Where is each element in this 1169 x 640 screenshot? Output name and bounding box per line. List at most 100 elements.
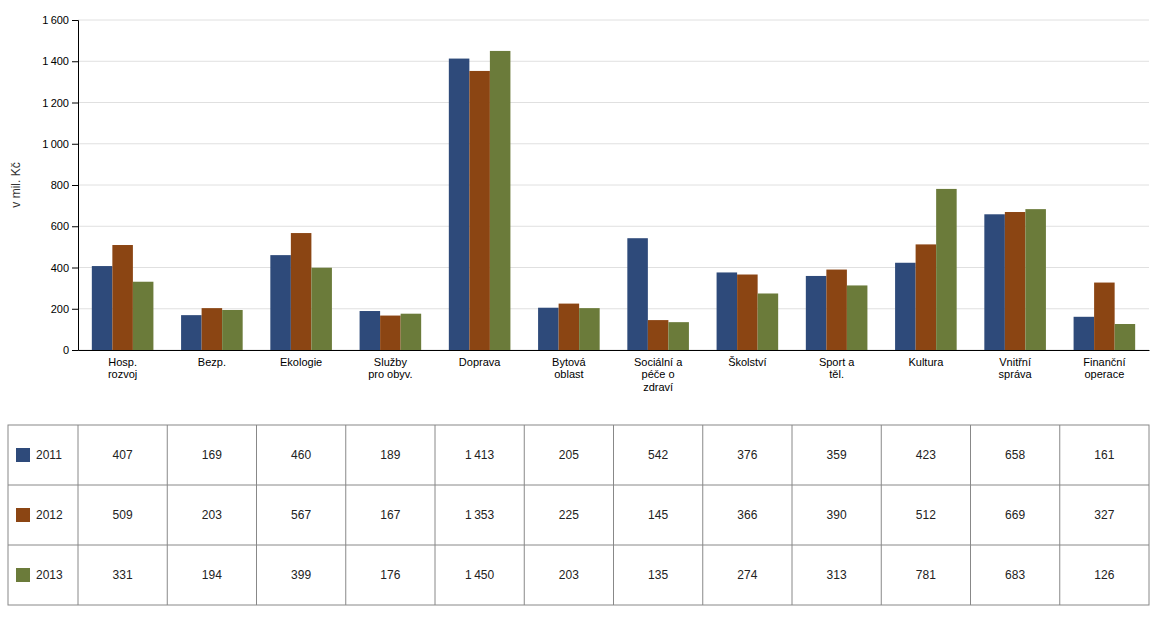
bar <box>270 255 291 350</box>
table-border <box>8 545 1149 546</box>
grid-line <box>78 20 1149 21</box>
bar <box>222 310 243 350</box>
bar <box>1005 212 1026 350</box>
table-border <box>524 425 525 605</box>
grid-line <box>78 185 1149 186</box>
bar <box>449 59 470 350</box>
bar <box>984 214 1005 350</box>
data-label: 542 <box>648 448 668 462</box>
tick: Hosp.rozvoj <box>108 356 137 381</box>
data-label: 1 413 <box>465 448 494 462</box>
bar <box>469 71 490 350</box>
tick: Školství <box>728 356 767 368</box>
tick: Doprava <box>459 356 501 368</box>
chart: 02004006008001 0001 2001 4001 600v mil. … <box>0 0 1169 640</box>
data-label: 781 <box>916 568 936 582</box>
table-border <box>970 425 971 605</box>
bar <box>936 189 957 350</box>
table-border <box>345 425 346 605</box>
bar <box>826 270 847 350</box>
bar <box>311 268 332 350</box>
tick-label: Ekologie <box>280 356 322 368</box>
tick: Bytováoblast <box>552 356 587 381</box>
tick: 0 <box>63 344 78 356</box>
legend-swatch <box>16 508 30 522</box>
tick: 1 200 <box>42 97 78 109</box>
data-label: 1 353 <box>465 508 494 522</box>
data-label: 567 <box>291 508 311 522</box>
grid-line <box>78 143 1149 144</box>
bar <box>668 322 689 350</box>
data-label: 366 <box>737 508 757 522</box>
bar <box>291 233 312 350</box>
bar-series <box>133 51 1135 350</box>
data-label: 509 <box>113 508 133 522</box>
table-border <box>435 425 436 605</box>
table-border <box>167 425 168 605</box>
bar <box>717 272 738 350</box>
tick-mark <box>72 309 78 310</box>
tick-label: 600 <box>51 220 69 232</box>
tick-label: Vnitřníspráva <box>999 356 1033 381</box>
tick: 1 400 <box>42 55 78 67</box>
tick: Bezp. <box>198 356 226 368</box>
data-label: 135 <box>648 568 668 582</box>
tick-label: Službypro obyv. <box>368 356 412 381</box>
table-border <box>256 425 257 605</box>
tick-label: Bezp. <box>198 356 226 368</box>
tick: Ekologie <box>280 356 322 368</box>
data-label: 399 <box>291 568 311 582</box>
data-label: 407 <box>113 448 133 462</box>
data-label: 189 <box>380 448 400 462</box>
bar <box>1094 283 1115 350</box>
grid-line <box>78 61 1149 62</box>
tick-mark <box>72 268 78 269</box>
data-label: 169 <box>202 448 222 462</box>
bar <box>758 293 779 350</box>
tick-label: 800 <box>51 179 69 191</box>
bar <box>112 245 133 350</box>
series-name: 2012 <box>36 508 63 522</box>
x-axis: Hosp.rozvoj Bezp. Ekologie Službypro obyv. D… <box>79 351 1150 394</box>
tick: Vnitřníspráva <box>999 356 1033 381</box>
data-label: 683 <box>1005 568 1025 582</box>
tick-label: 1 000 <box>42 138 69 150</box>
bar <box>737 275 758 350</box>
data-label: 176 <box>380 568 400 582</box>
table-border <box>78 425 79 605</box>
data-label: 126 <box>1094 568 1114 582</box>
axis-line <box>79 350 1150 351</box>
data-label: 327 <box>1094 508 1114 522</box>
data-label: 1 450 <box>465 568 494 582</box>
bar <box>360 311 381 350</box>
bar <box>579 308 600 350</box>
data-label: 203 <box>559 568 579 582</box>
table-border <box>702 425 703 605</box>
bar-series <box>112 71 1114 350</box>
tick-mark <box>72 144 78 145</box>
data-label: 194 <box>202 568 222 582</box>
grid <box>78 20 1149 350</box>
tick-mark <box>72 350 78 351</box>
series-name: 2013 <box>36 568 63 582</box>
data-label: 145 <box>648 508 668 522</box>
tick-mark <box>72 61 78 62</box>
tick: Finančníoperace <box>1083 356 1125 381</box>
tick-label: Sociální apéče ozdraví <box>634 356 683 393</box>
data-label: 225 <box>559 508 579 522</box>
tick-label: Hosp.rozvoj <box>108 356 137 381</box>
tick-label: Finančníoperace <box>1083 356 1125 381</box>
bar <box>648 320 669 350</box>
series-name: 2011 <box>36 448 62 462</box>
data-label: 658 <box>1005 448 1025 462</box>
tick-label: 1 600 <box>42 14 69 26</box>
data-label: 423 <box>916 448 936 462</box>
tick-label: 1 400 <box>42 55 69 67</box>
data-label: 512 <box>916 508 936 522</box>
data-label: 161 <box>1094 448 1114 462</box>
data-label: 390 <box>827 508 847 522</box>
tick-label: 1 200 <box>42 97 69 109</box>
axis-line <box>72 21 79 351</box>
data-label: 331 <box>113 568 133 582</box>
data-label: 359 <box>827 448 847 462</box>
